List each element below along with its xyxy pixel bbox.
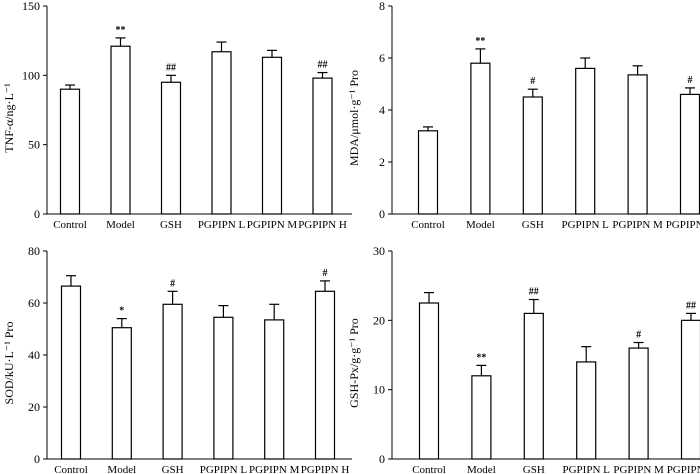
category-label: Model bbox=[106, 219, 135, 231]
category-label: Model bbox=[466, 219, 495, 231]
y-tick-label: 10 bbox=[373, 383, 385, 397]
bar bbox=[213, 316, 234, 460]
bar bbox=[160, 81, 182, 215]
bar bbox=[264, 319, 285, 460]
bar bbox=[312, 77, 333, 215]
bar bbox=[471, 375, 492, 460]
bar bbox=[470, 62, 491, 215]
y-axis-title: TNF-α/ng·L⁻¹ bbox=[2, 83, 16, 153]
bar bbox=[110, 45, 131, 215]
category-label: Control bbox=[53, 219, 87, 231]
significance-mark: * bbox=[119, 306, 124, 317]
significance-mark: ## bbox=[529, 287, 539, 298]
significance-mark: # bbox=[530, 76, 535, 87]
significance-mark: # bbox=[636, 330, 641, 341]
category-label: Model bbox=[467, 464, 496, 474]
category-label: PGPIPN H bbox=[301, 464, 350, 474]
category-label: Control bbox=[412, 464, 446, 474]
y-axis-title: GSH-Px/g·g⁻¹ Pro bbox=[347, 318, 361, 408]
bar bbox=[418, 302, 440, 460]
bar bbox=[162, 303, 183, 460]
category-label: Control bbox=[411, 219, 445, 231]
y-tick-label: 40 bbox=[28, 348, 40, 362]
category-label: PGPIPN M bbox=[247, 219, 298, 231]
y-tick-label: 0 bbox=[34, 207, 40, 221]
bar bbox=[522, 96, 543, 215]
bar bbox=[60, 285, 82, 460]
y-tick-label: 8 bbox=[379, 0, 385, 13]
y-tick-label: 4 bbox=[379, 103, 385, 117]
significance-mark: ** bbox=[475, 36, 485, 47]
y-tick-label: 2 bbox=[379, 155, 385, 169]
y-axis-title: MDA/μmol·g⁻¹ Pro bbox=[347, 70, 361, 166]
bar bbox=[211, 51, 232, 215]
y-tick-label: 100 bbox=[22, 68, 40, 82]
bar bbox=[679, 93, 700, 215]
bar bbox=[680, 319, 700, 460]
category-label: PGPIPN L bbox=[198, 219, 246, 231]
bar bbox=[627, 74, 648, 215]
category-label: PGPIPN L bbox=[563, 464, 611, 474]
category-label: PGPIPN H bbox=[666, 219, 700, 231]
bar bbox=[628, 347, 649, 460]
y-tick-label: 20 bbox=[373, 313, 385, 327]
category-label: PGPIPN L bbox=[562, 219, 610, 231]
bar bbox=[59, 88, 81, 215]
category-label: PGPIPN H bbox=[667, 464, 700, 474]
significance-mark: # bbox=[688, 75, 693, 86]
category-label: GSH bbox=[162, 464, 184, 474]
significance-mark: # bbox=[170, 278, 175, 289]
y-tick-label: 50 bbox=[28, 138, 40, 152]
category-label: Model bbox=[107, 464, 136, 474]
category-label: PGPIPN M bbox=[613, 464, 664, 474]
y-tick-label: 150 bbox=[22, 0, 40, 13]
y-tick-label: 6 bbox=[379, 51, 385, 65]
bar bbox=[576, 361, 597, 460]
bar bbox=[523, 312, 544, 460]
y-tick-label: 0 bbox=[34, 452, 40, 466]
bar bbox=[314, 290, 336, 460]
y-tick-label: 0 bbox=[379, 207, 385, 221]
significance-mark: ## bbox=[166, 62, 176, 73]
y-tick-label: 30 bbox=[373, 244, 385, 258]
y-tick-label: 0 bbox=[379, 452, 385, 466]
category-label: PGPIPN M bbox=[249, 464, 300, 474]
y-axis-title: SOD/kU·L⁻¹ Pro bbox=[2, 322, 16, 405]
chart-panel-2: 0 2 4 6 8 MDA/μmol·g⁻¹ Pro Control ** Model # GSH P… bbox=[347, 0, 700, 231]
significance-mark: ** bbox=[476, 352, 486, 363]
bar bbox=[261, 56, 283, 215]
category-label: GSH bbox=[160, 219, 182, 231]
y-tick-label: 80 bbox=[28, 244, 40, 258]
bar bbox=[417, 130, 439, 215]
category-label: PGPIPN H bbox=[298, 219, 347, 231]
y-tick-label: 60 bbox=[28, 296, 40, 310]
chart-panel-4: 0 10 20 30 GSH-Px/g·g⁻¹ Pro Control ** Model ## G… bbox=[347, 244, 700, 474]
category-label: PGPIPN L bbox=[200, 464, 248, 474]
category-label: GSH bbox=[523, 464, 545, 474]
chart-panel-3: 0 20 40 60 80 SOD/kU·L⁻¹ Pro Control * Model # GSH… bbox=[2, 244, 352, 474]
category-label: GSH bbox=[522, 219, 544, 231]
chart-panel-1: 0 50 100 150 TNF-α/ng·L⁻¹ Control ** Model ## GSH… bbox=[2, 0, 352, 231]
significance-mark: ** bbox=[116, 25, 126, 36]
category-label: Control bbox=[54, 464, 88, 474]
bar bbox=[111, 327, 132, 460]
significance-mark: # bbox=[323, 268, 328, 279]
significance-mark: ## bbox=[318, 60, 328, 71]
significance-mark: ## bbox=[686, 300, 696, 311]
y-tick-label: 20 bbox=[28, 400, 40, 414]
category-label: PGPIPN M bbox=[612, 219, 663, 231]
bar bbox=[575, 67, 596, 215]
